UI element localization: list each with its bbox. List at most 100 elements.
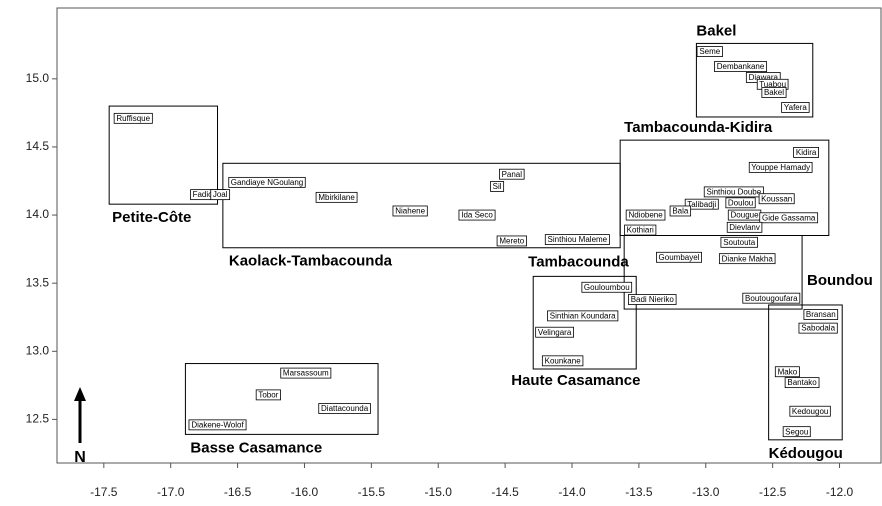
y-tick-label: 12.5 [26, 412, 50, 426]
place-box [625, 209, 666, 221]
place-box [210, 189, 231, 201]
place-label: Kedougou [792, 407, 828, 416]
north-arrow-head [74, 387, 86, 401]
place-box [188, 419, 247, 431]
y-tick-label: 15.0 [26, 71, 50, 85]
place-label: Diawara [749, 73, 779, 82]
place-label: Ndiobene [628, 211, 663, 220]
place-box [628, 294, 677, 305]
place-box [782, 426, 811, 438]
place-label: Joal [213, 190, 228, 199]
place-label: Talibadji [687, 200, 716, 209]
place-label: Ida Seco [461, 211, 493, 220]
place-box [703, 186, 764, 198]
place-label: Dembankane [717, 62, 765, 71]
plot-frame [56, 7, 882, 464]
place-label: Mbirkilane [318, 193, 355, 202]
north-label: N [74, 449, 86, 466]
place-label: Dougue [731, 211, 760, 220]
place-label: Sinthian Koundara [550, 311, 616, 320]
place-box [774, 366, 800, 378]
place-box [696, 46, 723, 57]
place-box [798, 322, 838, 334]
place-box [535, 326, 574, 338]
x-tick-label: -13.5 [625, 485, 653, 499]
region-label: Petite-Côte [112, 209, 191, 226]
place-label: Bakel [764, 88, 784, 97]
place-box [113, 112, 153, 124]
place-box [789, 405, 831, 417]
place-box [725, 197, 756, 209]
place-label: Badi Nieriko [631, 295, 675, 304]
place-label: Bala [672, 207, 689, 216]
place-label: Panal [502, 170, 523, 179]
place-label: Koussan [761, 194, 792, 203]
place-label: Sinthiou Maleme [548, 235, 608, 244]
place-box [581, 281, 633, 293]
place-label: Bantako [787, 378, 817, 387]
place-label: Velingara [538, 328, 572, 337]
x-tick-label: -17.5 [90, 485, 118, 499]
place-label: Fadiouth [193, 190, 224, 199]
place-label: Gandiaye NGoulang [231, 178, 304, 187]
place-box [458, 209, 496, 221]
place-box [781, 102, 810, 113]
place-label: Kothiari [627, 226, 654, 235]
place-box [684, 198, 719, 210]
place-label: Kidira [796, 148, 817, 157]
region-label: Haute Casamance [511, 372, 640, 389]
place-label: Yafera [784, 103, 808, 112]
region-label: Basse Casamance [190, 439, 322, 456]
place-label: Sil [493, 182, 502, 191]
place-label: Seme [699, 47, 720, 56]
place-label: Diakene-Wolof [191, 420, 244, 429]
place-label: Sinthiou Doube [706, 188, 761, 197]
x-tick-label: -12.0 [826, 485, 854, 499]
place-box [793, 147, 819, 158]
place-label: Ruffisque [116, 114, 150, 123]
place-box [718, 253, 776, 265]
place-box [318, 403, 371, 414]
place-box [742, 292, 801, 304]
place-label: Dianke Makha [722, 254, 774, 263]
region-box [623, 235, 803, 310]
place-box [541, 355, 584, 367]
place-label: Boutougoufara [745, 294, 798, 303]
place-box [392, 205, 428, 217]
x-tick-label: -14.5 [491, 485, 519, 499]
region-box [222, 162, 621, 249]
x-tick-label: -12.5 [759, 485, 787, 499]
y-tick-label: 14.0 [26, 207, 50, 221]
place-label: Gouloumbou [584, 283, 630, 292]
x-tick-label: -13.0 [692, 485, 720, 499]
place-label: Mako [778, 367, 798, 376]
place-label: Dievlanv [729, 223, 760, 232]
place-label: Segou [785, 427, 808, 436]
place-label: Mereto [499, 237, 524, 246]
place-box [784, 377, 820, 389]
region-box [768, 304, 843, 441]
region-label: Kédougou [769, 445, 843, 462]
place-label: Kounkane [545, 356, 582, 365]
y-tick-label: 13.5 [26, 275, 50, 289]
place-box [499, 168, 525, 180]
x-tick-label: -16.5 [224, 485, 252, 499]
region-box [108, 105, 219, 205]
place-label: Tobor [258, 390, 278, 399]
place-box [228, 176, 306, 188]
x-tick-label: -15.5 [358, 485, 386, 499]
region-label: Bakel [696, 22, 736, 39]
region-box [695, 42, 814, 118]
place-box [490, 181, 505, 192]
y-tick-label: 13.0 [26, 343, 50, 357]
place-label: Diattacounda [321, 404, 369, 413]
place-box [803, 309, 839, 320]
place-box [315, 191, 358, 203]
place-box [547, 310, 619, 322]
place-box [544, 234, 610, 245]
place-label: Marsassoum [283, 369, 329, 378]
region-box [184, 363, 379, 435]
place-box [726, 221, 763, 233]
place-label: Niahene [395, 207, 425, 216]
